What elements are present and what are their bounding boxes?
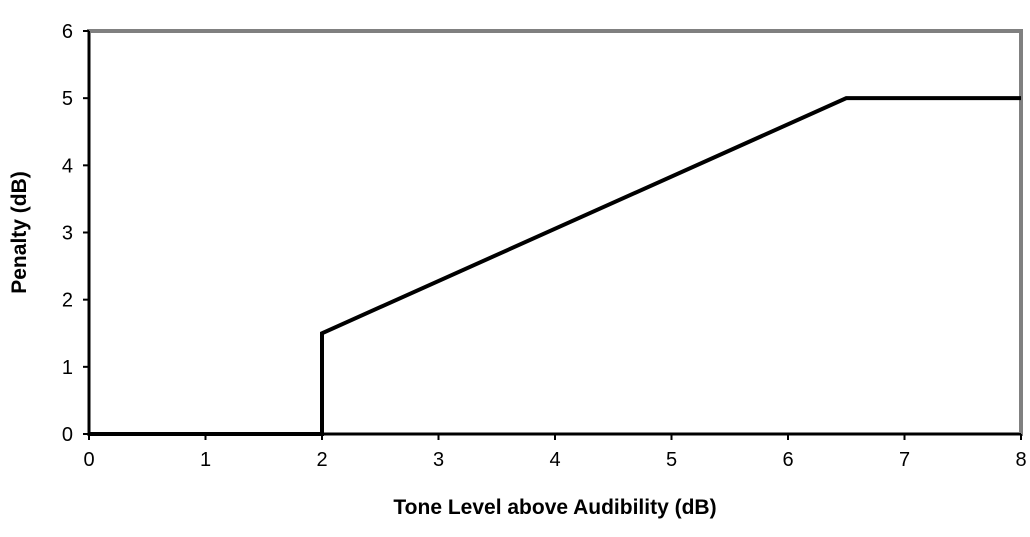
- series-layer: [88, 96, 1022, 436]
- y-tick-label: 0: [62, 424, 73, 446]
- y-tick-label: 2: [62, 290, 73, 312]
- x-tick-label: 8: [1015, 449, 1026, 471]
- x-tick-label: 1: [200, 449, 211, 471]
- x-tick-label: 2: [316, 449, 327, 471]
- y-tick-label: 6: [62, 21, 73, 43]
- x-axis-tick-labels: 0 1 2 3 4 5 6 7 8: [83, 449, 1026, 471]
- plot-border: [87, 29, 1023, 436]
- y-tick-label: 5: [62, 88, 73, 110]
- y-tick-label: 4: [62, 155, 73, 177]
- x-axis-title: Tone Level above Audibility (dB): [393, 496, 716, 519]
- y-tick-label: 1: [62, 357, 73, 379]
- series-line: [89, 96, 1021, 436]
- x-tick-label: 6: [782, 449, 793, 471]
- x-tick-label: 7: [899, 449, 910, 471]
- y-axis-ticks: [83, 30, 89, 435]
- y-axis-tick-labels: 0 1 2 3 4 5 6: [62, 21, 73, 446]
- x-tick-label: 0: [83, 449, 94, 471]
- y-axis-title: Penalty (dB): [8, 171, 31, 294]
- x-tick-label: 5: [666, 449, 677, 471]
- x-tick-label: 3: [433, 449, 444, 471]
- y-tick-label: 3: [62, 223, 73, 245]
- x-tick-label: 4: [549, 449, 560, 471]
